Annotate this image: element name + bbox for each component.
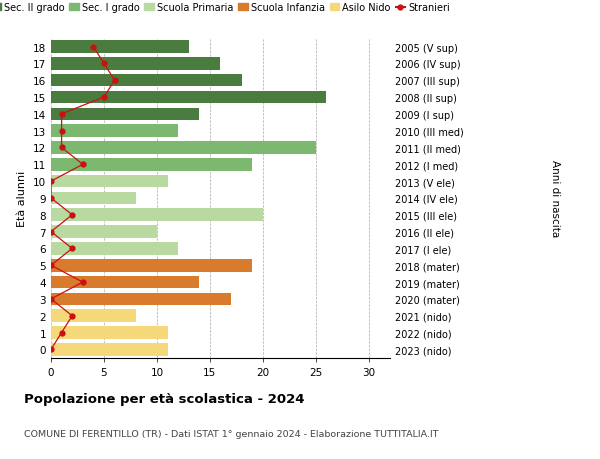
Text: Anni di nascita: Anni di nascita <box>550 160 560 237</box>
Bar <box>51 259 252 272</box>
Bar <box>51 142 316 154</box>
Text: COMUNE DI FERENTILLO (TR) - Dati ISTAT 1° gennaio 2024 - Elaborazione TUTTITALIA: COMUNE DI FERENTILLO (TR) - Dati ISTAT 1… <box>24 429 439 438</box>
Bar <box>51 326 167 339</box>
Bar <box>51 91 326 104</box>
Bar <box>51 125 178 138</box>
Bar <box>51 192 136 205</box>
Text: Popolazione per età scolastica - 2024: Popolazione per età scolastica - 2024 <box>24 392 305 405</box>
Bar <box>51 226 157 238</box>
Bar <box>51 58 221 71</box>
Bar <box>51 108 199 121</box>
Bar <box>51 276 199 289</box>
Bar <box>51 209 263 222</box>
Bar <box>51 175 167 188</box>
Bar <box>51 343 167 356</box>
Bar <box>51 310 136 322</box>
Bar <box>51 293 231 306</box>
Y-axis label: Età alunni: Età alunni <box>17 170 28 227</box>
Bar <box>51 41 189 54</box>
Bar <box>51 75 242 87</box>
Bar <box>51 243 178 255</box>
Bar <box>51 159 252 171</box>
Legend: Sec. II grado, Sec. I grado, Scuola Primaria, Scuola Infanzia, Asilo Nido, Stran: Sec. II grado, Sec. I grado, Scuola Prim… <box>0 0 454 17</box>
